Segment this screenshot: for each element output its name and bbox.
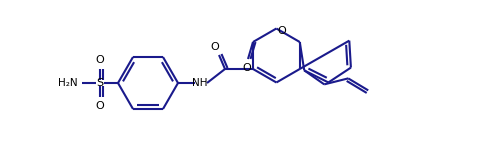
Text: O: O: [276, 25, 285, 36]
Text: NH: NH: [192, 78, 207, 88]
Text: O: O: [242, 63, 251, 73]
Text: O: O: [95, 55, 104, 65]
Text: S: S: [96, 78, 104, 88]
Text: O: O: [210, 42, 219, 52]
Text: O: O: [95, 101, 104, 111]
Text: H₂N: H₂N: [58, 78, 78, 88]
